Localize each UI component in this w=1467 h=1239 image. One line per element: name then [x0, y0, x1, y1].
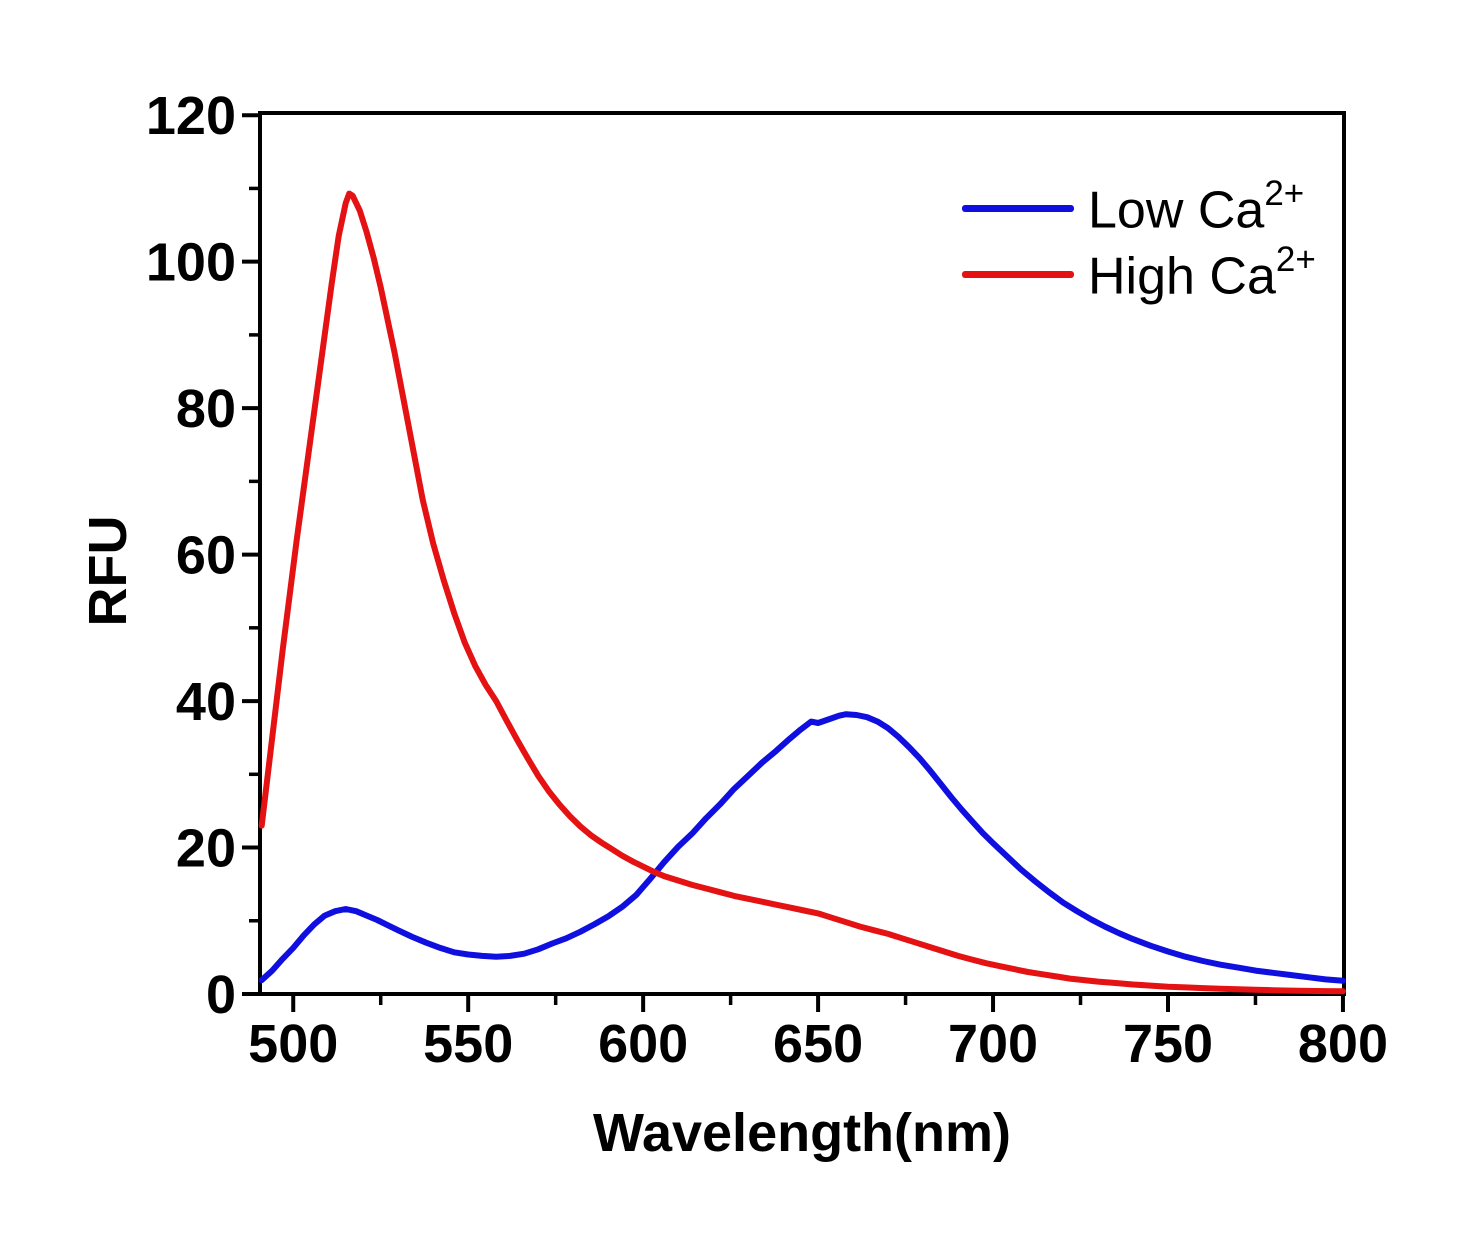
legend-label-text: High Ca — [1088, 247, 1276, 306]
x-axis-title: Wavelength(nm) — [593, 1103, 1011, 1163]
x-tick-label: 650 — [773, 1014, 863, 1074]
legend: Low Ca2+ High Ca2+ — [962, 176, 1316, 310]
legend-item-high-ca: High Ca2+ — [962, 242, 1316, 306]
y-tick-label: 20 — [176, 819, 236, 879]
y-tick-label: 0 — [206, 965, 236, 1025]
series-line-high-ca2- — [258, 190, 1346, 995]
legend-label-text: Low Ca — [1088, 181, 1265, 240]
x-tick-label: 500 — [248, 1014, 338, 1074]
x-tick-label: 750 — [1123, 1014, 1213, 1074]
legend-label-low-ca: Low Ca2+ — [1088, 176, 1304, 240]
y-tick-label: 60 — [176, 526, 236, 586]
legend-label-superscript: 2+ — [1275, 239, 1316, 279]
y-tick-label: 120 — [146, 86, 236, 146]
x-tick-label: 550 — [423, 1014, 513, 1074]
x-tick-label: 700 — [948, 1014, 1038, 1074]
legend-label-superscript: 2+ — [1264, 173, 1305, 213]
y-axis-title: RFU — [78, 515, 138, 627]
legend-line-swatch-high-ca — [962, 270, 1074, 278]
y-tick-label: 100 — [146, 233, 236, 293]
legend-line-swatch-low-ca — [962, 204, 1074, 212]
x-tick-label: 600 — [598, 1014, 688, 1074]
legend-item-low-ca: Low Ca2+ — [962, 176, 1316, 240]
series-line-low-ca2- — [258, 711, 1346, 984]
legend-label-high-ca: High Ca2+ — [1088, 242, 1316, 306]
y-tick-label: 40 — [176, 672, 236, 732]
y-tick-label: 80 — [176, 379, 236, 439]
x-tick-label: 800 — [1298, 1014, 1388, 1074]
